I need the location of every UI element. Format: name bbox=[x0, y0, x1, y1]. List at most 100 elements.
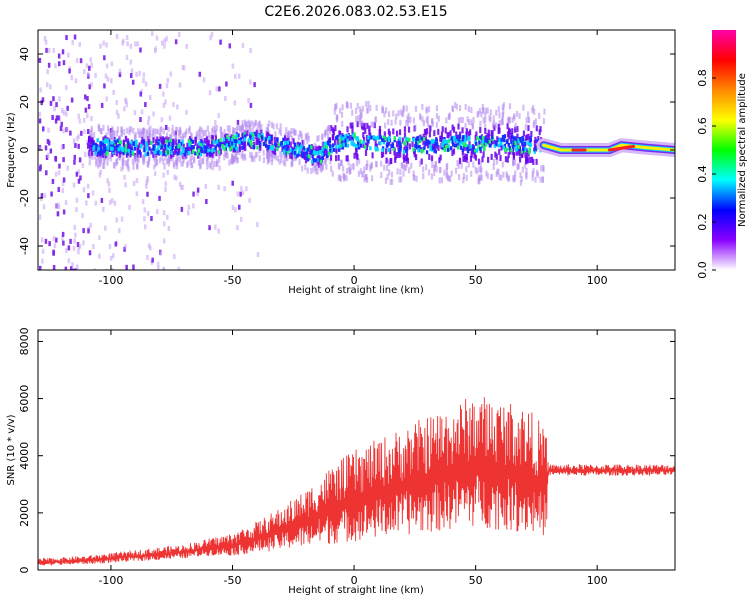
spectrogram-band-cell bbox=[389, 178, 392, 185]
spectrogram-noise-cell bbox=[135, 191, 139, 197]
spectrogram-noise-cell bbox=[171, 156, 174, 162]
spectrogram-band-cell bbox=[88, 135, 91, 142]
spectrogram-band-cell bbox=[349, 164, 352, 171]
spectrogram-band-cell bbox=[401, 137, 404, 144]
spectrogram-ridge-cell bbox=[511, 145, 515, 150]
spectrogram-ridge-cell bbox=[237, 140, 241, 145]
spectrogram-band-cell bbox=[319, 164, 322, 171]
spectrogram-band-cell bbox=[138, 142, 141, 149]
spectrogram-band-cell bbox=[289, 152, 292, 159]
spectrogram-ridge-cell bbox=[182, 149, 185, 154]
spectrogram-ridge-cell bbox=[171, 142, 174, 147]
spectrogram-noise-cell bbox=[125, 54, 129, 60]
spectrogram-band-cell bbox=[235, 149, 238, 156]
spectrogram-band-cell bbox=[204, 129, 208, 136]
spectrogram-band-cell bbox=[389, 148, 392, 155]
spectrogram-band-cell bbox=[482, 117, 485, 124]
spectrogram-noise-cell bbox=[147, 115, 151, 121]
spectrogram-noise-cell bbox=[62, 209, 66, 215]
spectrogram-band-cell bbox=[291, 160, 294, 167]
spectrogram-ridge-cell bbox=[466, 144, 469, 149]
spectrogram-ridge-cell bbox=[92, 145, 96, 150]
spectrogram-band-cell bbox=[114, 141, 118, 148]
spectrogram-band-cell bbox=[534, 136, 537, 143]
spectrogram-band-cell bbox=[120, 130, 123, 137]
spectrogram-ridge-cell bbox=[399, 145, 402, 150]
spectrogram-ridge-cell bbox=[354, 143, 358, 148]
spectrogram-ridge-cell bbox=[218, 143, 222, 148]
spectrogram-band-cell bbox=[173, 148, 176, 155]
spectrogram-noise-cell bbox=[180, 206, 184, 212]
spectrogram-ridge-cell bbox=[533, 147, 536, 152]
spectrogram-band-cell bbox=[274, 131, 277, 138]
spectrogram-band-cell bbox=[519, 171, 522, 178]
spectrogram-band-cell bbox=[310, 167, 313, 174]
spectrogram-band-cell bbox=[158, 132, 162, 139]
spectrogram-ridge-cell bbox=[521, 141, 524, 146]
spectrogram-band-cell bbox=[469, 129, 472, 136]
spectrogram-band-cell bbox=[271, 155, 274, 162]
spectrogram-band-cell bbox=[488, 114, 491, 121]
spectrogram-ridge-cell bbox=[458, 136, 462, 141]
spectrogram-ridge-cell bbox=[461, 148, 465, 153]
spectrogram-band-cell bbox=[207, 139, 210, 146]
spectrogram-ridge-cell bbox=[457, 137, 460, 142]
spectrogram-band-cell bbox=[301, 165, 304, 172]
spectrogram-band-cell bbox=[162, 137, 165, 144]
spectrogram-band-cell bbox=[174, 138, 177, 145]
spectrogram-ridge-cell bbox=[340, 139, 343, 144]
spectrogram-band-cell bbox=[180, 135, 183, 142]
spectrogram-noise-cell bbox=[231, 180, 234, 186]
spectrogram-band-cell bbox=[403, 156, 406, 163]
spectrogram-noise-cell bbox=[61, 235, 64, 241]
spectrogram-band-cell bbox=[317, 145, 321, 152]
spectrogram-noise-cell bbox=[46, 152, 50, 158]
spectrogram-band-cell bbox=[405, 105, 408, 112]
spectrogram-band-cell bbox=[253, 141, 256, 148]
spectrogram-ridge-cell bbox=[459, 145, 463, 150]
spectrogram-band-cell bbox=[219, 148, 223, 155]
spectrogram-band-cell bbox=[501, 111, 505, 118]
spectrogram-noise-cell bbox=[52, 250, 55, 256]
spectrogram-noise-cell bbox=[162, 238, 166, 244]
spectrogram-band-cell bbox=[399, 109, 402, 116]
spectrogram-noise-cell bbox=[38, 118, 42, 124]
spectrogram-band-cell bbox=[370, 162, 373, 169]
spectrogram-band-cell bbox=[362, 141, 365, 148]
spectrogram-band-cell bbox=[412, 117, 416, 124]
spectrogram-noise-cell bbox=[47, 140, 51, 146]
spectrogram-band-cell bbox=[95, 158, 98, 165]
spectrogram-y-tick-label: 40 bbox=[18, 47, 31, 61]
spectrogram-ridge-cell bbox=[475, 141, 478, 146]
spectrogram-band-cell bbox=[141, 128, 144, 135]
spectrogram-band-cell bbox=[174, 147, 178, 154]
spectrogram-band-cell bbox=[399, 119, 402, 126]
spectrogram-ridge-cell bbox=[268, 135, 271, 140]
spectrogram-band-cell bbox=[454, 101, 457, 108]
spectrogram-noise-cell bbox=[164, 181, 168, 187]
spectrogram-ridge-cell bbox=[247, 138, 251, 143]
spectrogram-noise-cell bbox=[72, 138, 76, 144]
spectrogram-band-cell bbox=[270, 121, 274, 128]
spectrogram-noise-cell bbox=[125, 98, 128, 104]
spectrogram-band-cell bbox=[161, 137, 164, 144]
spectrogram-ridge-cell bbox=[415, 145, 419, 150]
spectrogram-ridge-cell bbox=[252, 145, 256, 150]
spectrogram-ridge-cell bbox=[217, 150, 221, 155]
spectrogram-ridge-cell bbox=[533, 149, 537, 154]
spectrogram-band-cell bbox=[391, 178, 394, 185]
spectrogram-band-cell bbox=[454, 167, 458, 174]
spectrogram-ridge-cell bbox=[517, 144, 520, 149]
spectrogram-band-cell bbox=[412, 170, 415, 177]
spectrogram-noise-cell bbox=[98, 253, 101, 259]
spectrogram-ridge-cell bbox=[422, 137, 426, 142]
spectrogram-ridge-cell bbox=[133, 146, 137, 151]
spectrogram-band-cell bbox=[266, 123, 270, 130]
spectrogram-band-cell bbox=[286, 155, 289, 162]
spectrogram-band-cell bbox=[182, 143, 185, 150]
spectrogram-band-cell bbox=[215, 159, 219, 166]
spectrogram-band-cell bbox=[355, 115, 358, 122]
spectrogram-band-cell bbox=[232, 158, 235, 165]
spectrogram-ridge-cell bbox=[104, 146, 107, 151]
spectrogram-band-cell bbox=[345, 168, 349, 175]
